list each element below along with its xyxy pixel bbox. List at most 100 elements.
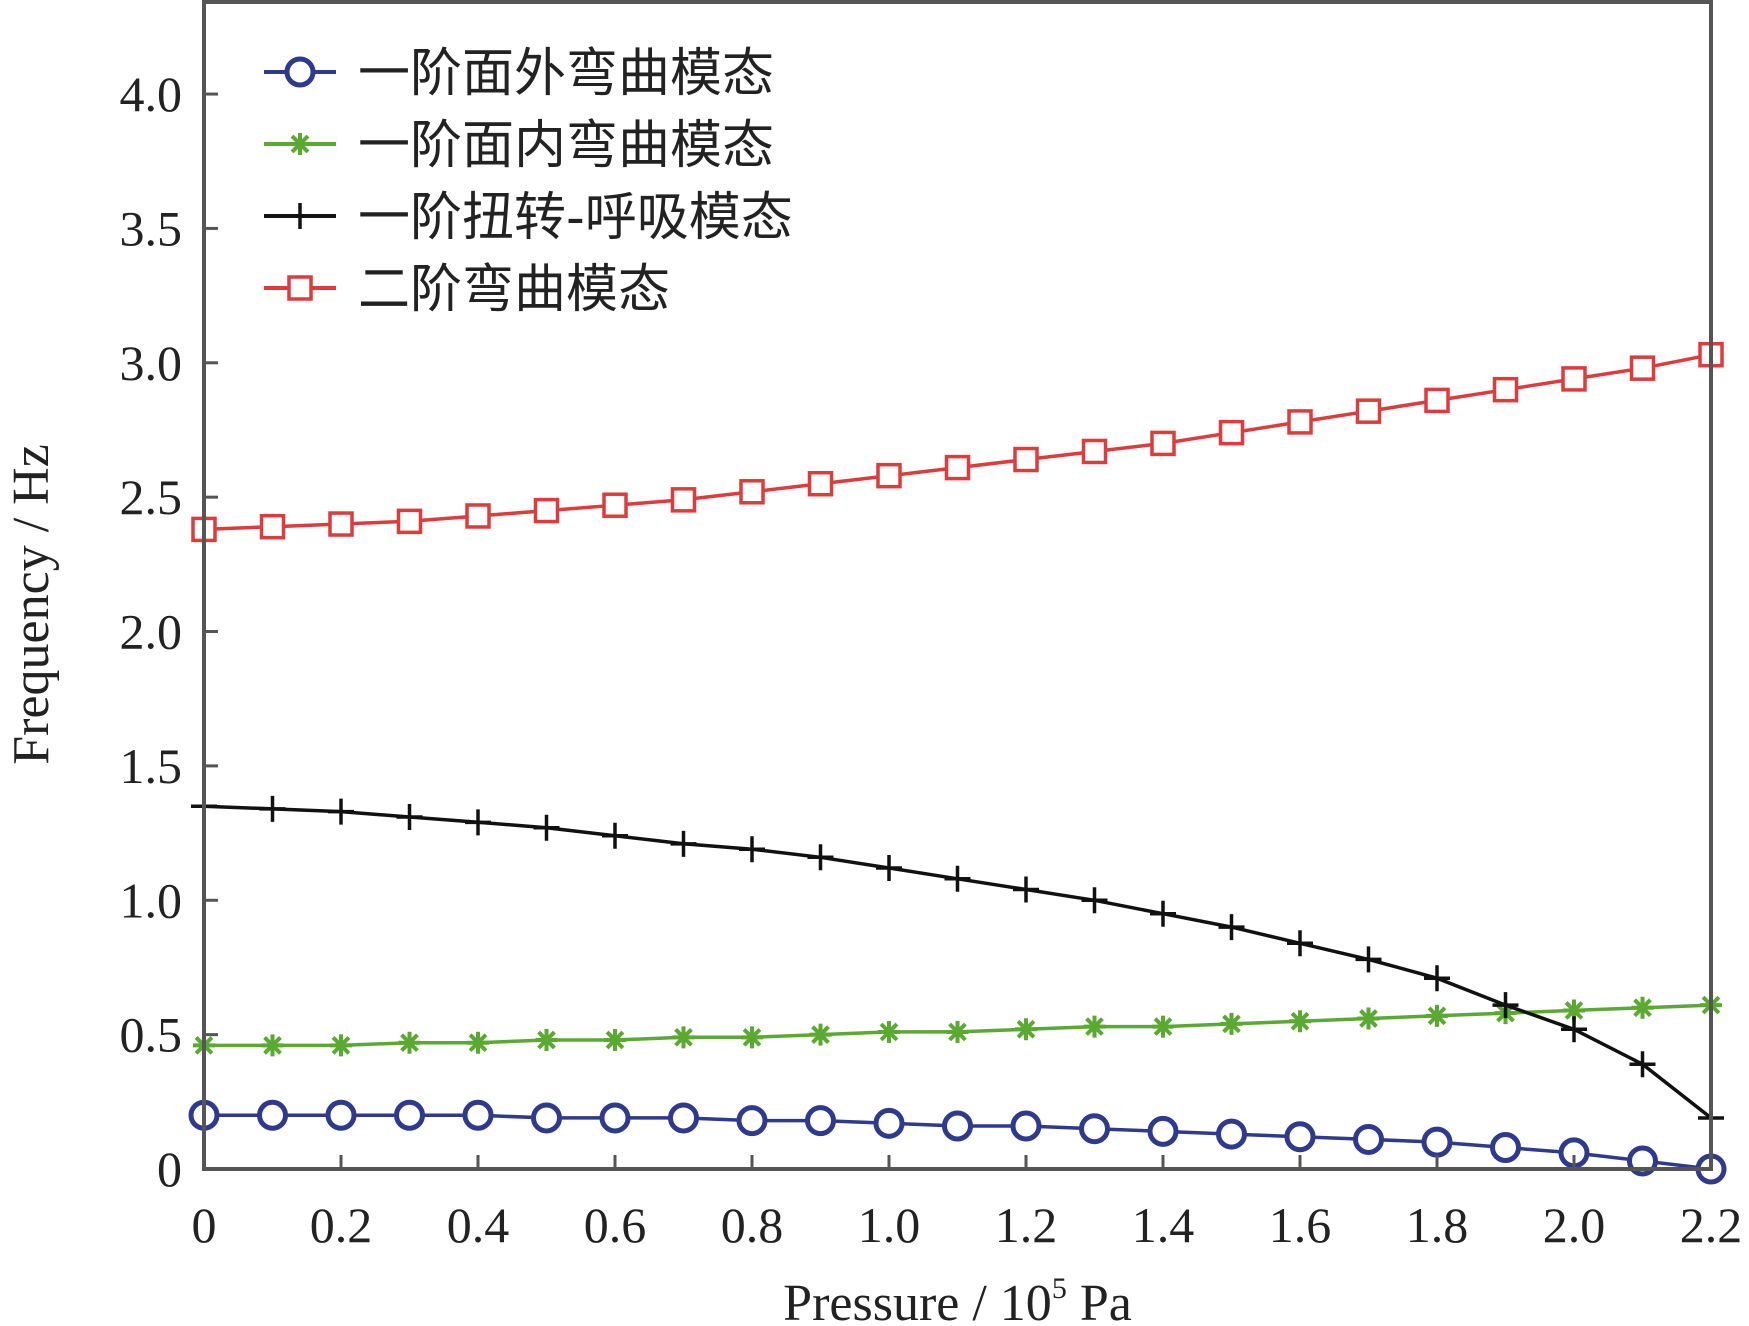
data-point	[1079, 1113, 1110, 1145]
data-point	[1561, 366, 1587, 392]
data-point	[328, 798, 354, 825]
data-point	[741, 1026, 763, 1049]
data-point	[944, 454, 971, 481]
data-point	[1355, 398, 1382, 424]
x-tick-label: 2.2	[1680, 1197, 1743, 1253]
data-point	[807, 470, 834, 497]
data-point	[876, 462, 902, 489]
y-tick-label: 2.5	[120, 469, 183, 525]
x-tick-label: 0	[192, 1197, 217, 1253]
y-tick-label: 3.0	[120, 335, 183, 391]
legend-label: 一阶面外弯曲模态	[358, 44, 774, 104]
data-point	[1216, 1118, 1247, 1150]
series-3	[191, 793, 1724, 1131]
y-tick-label: 0	[157, 1141, 182, 1197]
data-point	[1631, 996, 1654, 1019]
data-point	[1421, 1126, 1453, 1158]
data-point	[878, 1020, 900, 1043]
data-point	[944, 865, 971, 892]
axis-ticks: 0 0.2 0.4 0.6 0.8 1.0 1.2 1.4 1.6 1.8 2.0 2.2 0 0.5 1.…	[120, 66, 1743, 1253]
data-point	[1353, 1123, 1384, 1155]
legend-entry: 二阶弯曲模态	[264, 260, 670, 320]
data-point	[396, 508, 423, 535]
data-point	[394, 1099, 425, 1131]
x-tick-label: 2.0	[1543, 1197, 1606, 1253]
data-point	[1287, 930, 1313, 957]
legend-entry: 一阶面内弯曲模态	[264, 116, 774, 176]
data-point	[1150, 900, 1176, 927]
data-point	[533, 497, 560, 524]
data-point	[465, 809, 491, 836]
data-point	[1218, 914, 1245, 941]
data-point	[805, 1105, 836, 1137]
y-tick-label: 3.5	[120, 200, 183, 256]
data-point	[599, 1102, 631, 1134]
data-point	[533, 814, 560, 841]
legend-entry: 一阶扭转-呼吸模态	[264, 188, 793, 248]
data-point	[873, 1107, 905, 1139]
data-point	[1561, 1016, 1587, 1043]
data-point	[739, 836, 765, 863]
data-point	[257, 1099, 288, 1131]
data-point	[1629, 355, 1656, 381]
y-tick-label: 1.5	[120, 738, 183, 794]
x-tick-label: 0.8	[721, 1197, 784, 1253]
x-axis-title: Pressure / 105 Pa	[783, 1272, 1132, 1326]
data-point	[325, 1099, 357, 1131]
data-point	[259, 513, 286, 540]
data-point	[261, 1034, 284, 1057]
data-point	[1424, 965, 1450, 992]
data-point	[807, 844, 834, 871]
data-point	[876, 855, 902, 882]
series-2	[193, 994, 1722, 1057]
y-tick-label: 2.0	[120, 604, 183, 660]
data-point	[330, 1034, 352, 1057]
x-axis-title-superscript: 5	[1052, 1272, 1067, 1305]
data-point	[1083, 1015, 1106, 1038]
data-point	[1013, 876, 1039, 903]
data-point	[1284, 1121, 1316, 1153]
data-point	[1220, 1012, 1243, 1035]
y-axis-title: Frequency / Hz	[3, 444, 60, 765]
x-tick-label: 1.2	[995, 1197, 1058, 1253]
series-1	[188, 1099, 1727, 1185]
data-point	[809, 1023, 832, 1046]
data-point	[1289, 1010, 1311, 1033]
legend-label: 一阶面内弯曲模态	[358, 116, 774, 176]
data-point	[670, 830, 697, 857]
data-point	[739, 479, 765, 505]
data-point	[1629, 1051, 1656, 1078]
data-point	[1563, 999, 1585, 1022]
y-tick-label: 0.5	[120, 1007, 183, 1063]
data-point	[942, 1110, 973, 1142]
x-tick-label: 1.8	[1406, 1197, 1469, 1253]
data-point	[398, 1031, 421, 1054]
legend-marker	[287, 203, 313, 229]
data-point	[946, 1020, 969, 1043]
legend-entry: 一阶面外弯曲模态	[264, 44, 774, 104]
data-point	[1426, 1004, 1448, 1027]
x-tick-label: 1.6	[1269, 1197, 1332, 1253]
y-tick-label: 1.0	[120, 872, 183, 928]
x-tick-label: 1.4	[1132, 1197, 1195, 1253]
series-line	[203, 804, 1713, 1120]
x-tick-label: 1.0	[858, 1197, 921, 1253]
data-point	[602, 492, 628, 518]
data-point	[1150, 430, 1176, 457]
data-point	[328, 511, 354, 537]
data-point	[1492, 376, 1519, 403]
data-point	[465, 503, 491, 529]
data-point	[1152, 1015, 1174, 1038]
data-point	[396, 803, 423, 830]
data-point	[1355, 946, 1382, 973]
data-point	[1287, 409, 1313, 435]
data-point	[670, 487, 697, 513]
legend-marker	[284, 56, 316, 88]
data-point	[467, 1031, 489, 1054]
legend-marker	[287, 275, 313, 301]
data-point	[1357, 1007, 1380, 1030]
x-axis-title-unit: Pa	[1067, 1275, 1132, 1326]
series-4	[191, 341, 1724, 543]
